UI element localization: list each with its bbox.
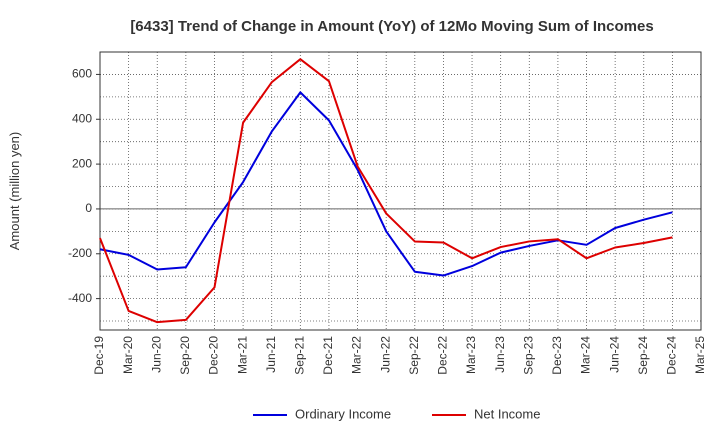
plot-frame [99,51,702,331]
x-tick-label: Dec-23 [550,336,564,375]
x-tick-label: Sep-24 [636,336,650,375]
x-tick-label: Jun-23 [493,336,507,373]
y-tick-label: 600 [72,67,92,81]
x-tick-label: Sep-23 [521,336,535,375]
x-tick-label: Dec-22 [436,336,450,375]
legend-label: Ordinary Income [295,406,391,421]
y-axis-label: Amount (million yen) [7,132,22,251]
y-tick-label: 0 [85,201,92,215]
x-tick-label: Jun-24 [607,336,621,373]
x-tick-label: Dec-24 [665,336,679,375]
x-tick-label: Sep-20 [178,336,192,375]
series-line-ordinary-income [99,91,673,277]
x-tick-label: Jun-21 [264,336,278,373]
x-tick-label: Mar-25 [693,336,707,374]
x-tick-label: Mar-20 [121,336,135,374]
x-tick-label: Jun-20 [149,336,163,373]
y-tick-label: 200 [72,156,92,170]
x-tick-label: Dec-21 [321,336,335,375]
x-tick-label: Mar-21 [235,336,249,374]
legend-label: Net Income [474,406,540,421]
x-tick-label: Mar-22 [350,336,364,374]
chart-title: [6433] Trend of Change in Amount (YoY) o… [130,18,653,35]
x-tick-label: Jun-22 [378,336,392,373]
series-line-net-income [99,58,673,324]
x-tick-label: Sep-21 [293,336,307,375]
x-tick-label: Dec-19 [92,336,106,375]
y-tick-label: -200 [68,246,92,260]
y-tick-label: 400 [72,111,92,125]
x-tick-label: Sep-22 [407,336,421,375]
plot-area: Dec-19 Mar-20 Jun-20 Sep-20 Dec-20 Mar-21 Jun-… [68,51,707,375]
y-tick-label: -400 [68,291,92,305]
x-tick-label: Mar-24 [579,336,593,374]
x-tick-label: Mar-23 [464,336,478,374]
legend: Ordinary Income Net Income [253,406,540,421]
x-tick-label: Dec-20 [207,336,221,375]
